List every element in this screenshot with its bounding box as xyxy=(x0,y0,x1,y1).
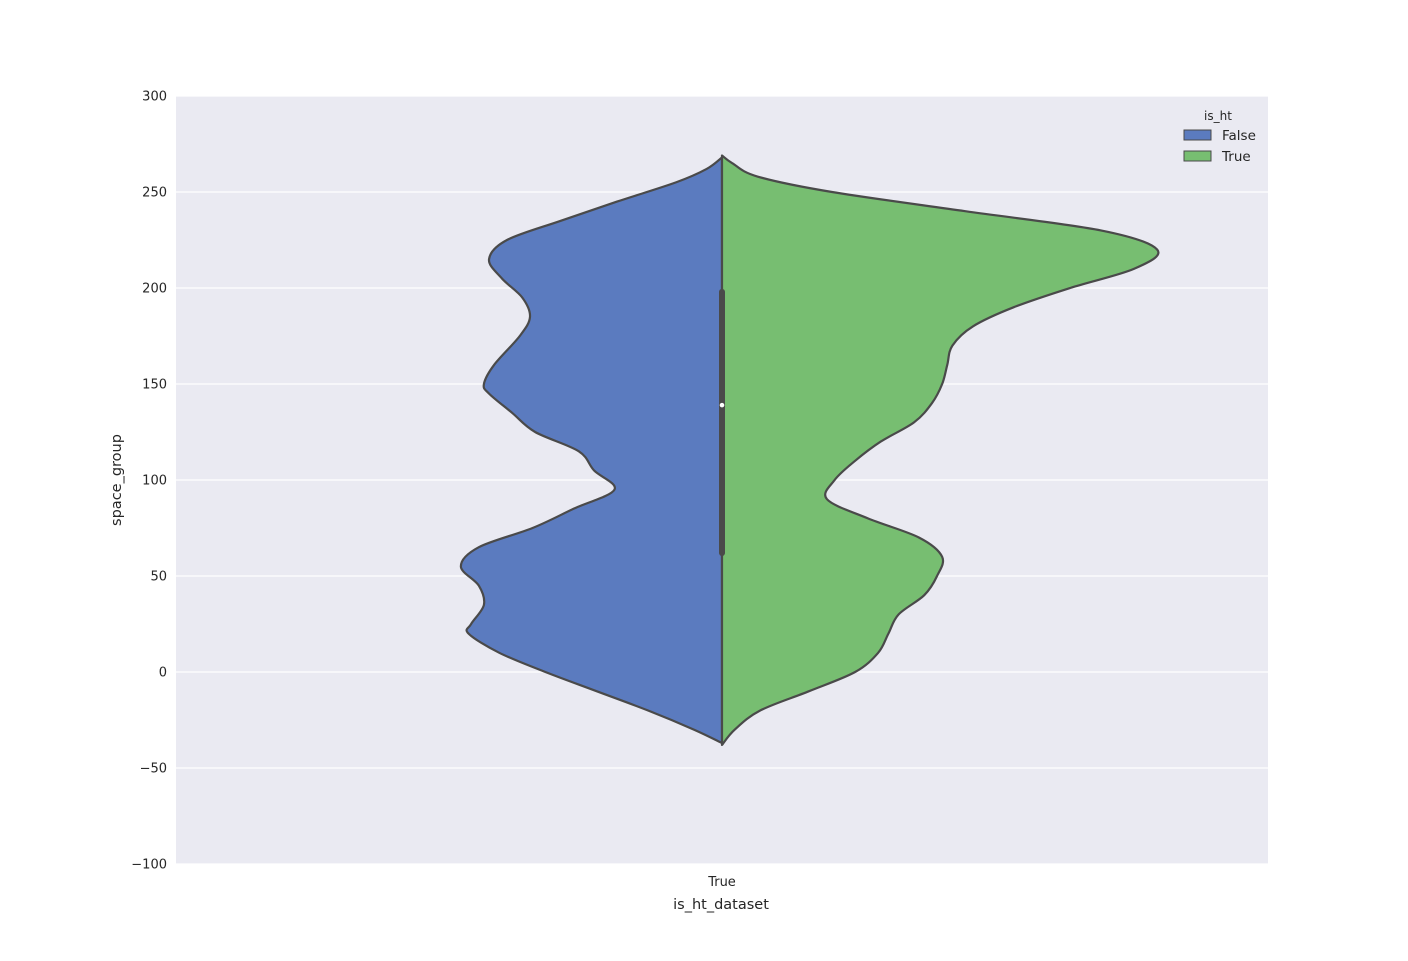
legend-swatch-true xyxy=(1183,150,1212,162)
legend-label-false: False xyxy=(1222,128,1256,144)
y-tick-label: 150 xyxy=(142,378,167,393)
inner-box xyxy=(719,230,725,672)
y-tick-label: 250 xyxy=(142,186,167,201)
violin-half-true xyxy=(720,154,1160,747)
violin-half-false xyxy=(459,156,724,745)
legend-title: is_ht xyxy=(1204,109,1232,123)
y-tick-label: 100 xyxy=(142,474,167,489)
y-tick-labels: −100 −50 0 50 100 150 200 250 300 xyxy=(131,90,167,873)
x-axis-label: is_ht_dataset xyxy=(673,897,769,913)
median-point xyxy=(719,402,725,408)
y-tick-label: 200 xyxy=(142,282,167,297)
y-tick-label: 300 xyxy=(142,90,167,105)
y-tick-label: 50 xyxy=(150,570,167,585)
y-axis-label: space_group xyxy=(109,434,125,526)
legend: is_ht False True xyxy=(1183,109,1256,165)
y-tick-label: −100 xyxy=(131,858,167,873)
violins xyxy=(459,154,1160,747)
y-tick-label: 0 xyxy=(159,666,167,681)
legend-swatch-false xyxy=(1183,129,1212,141)
y-tick-label: −50 xyxy=(140,762,167,777)
legend-label-true: True xyxy=(1221,149,1251,165)
x-tick-label: True xyxy=(707,875,736,890)
